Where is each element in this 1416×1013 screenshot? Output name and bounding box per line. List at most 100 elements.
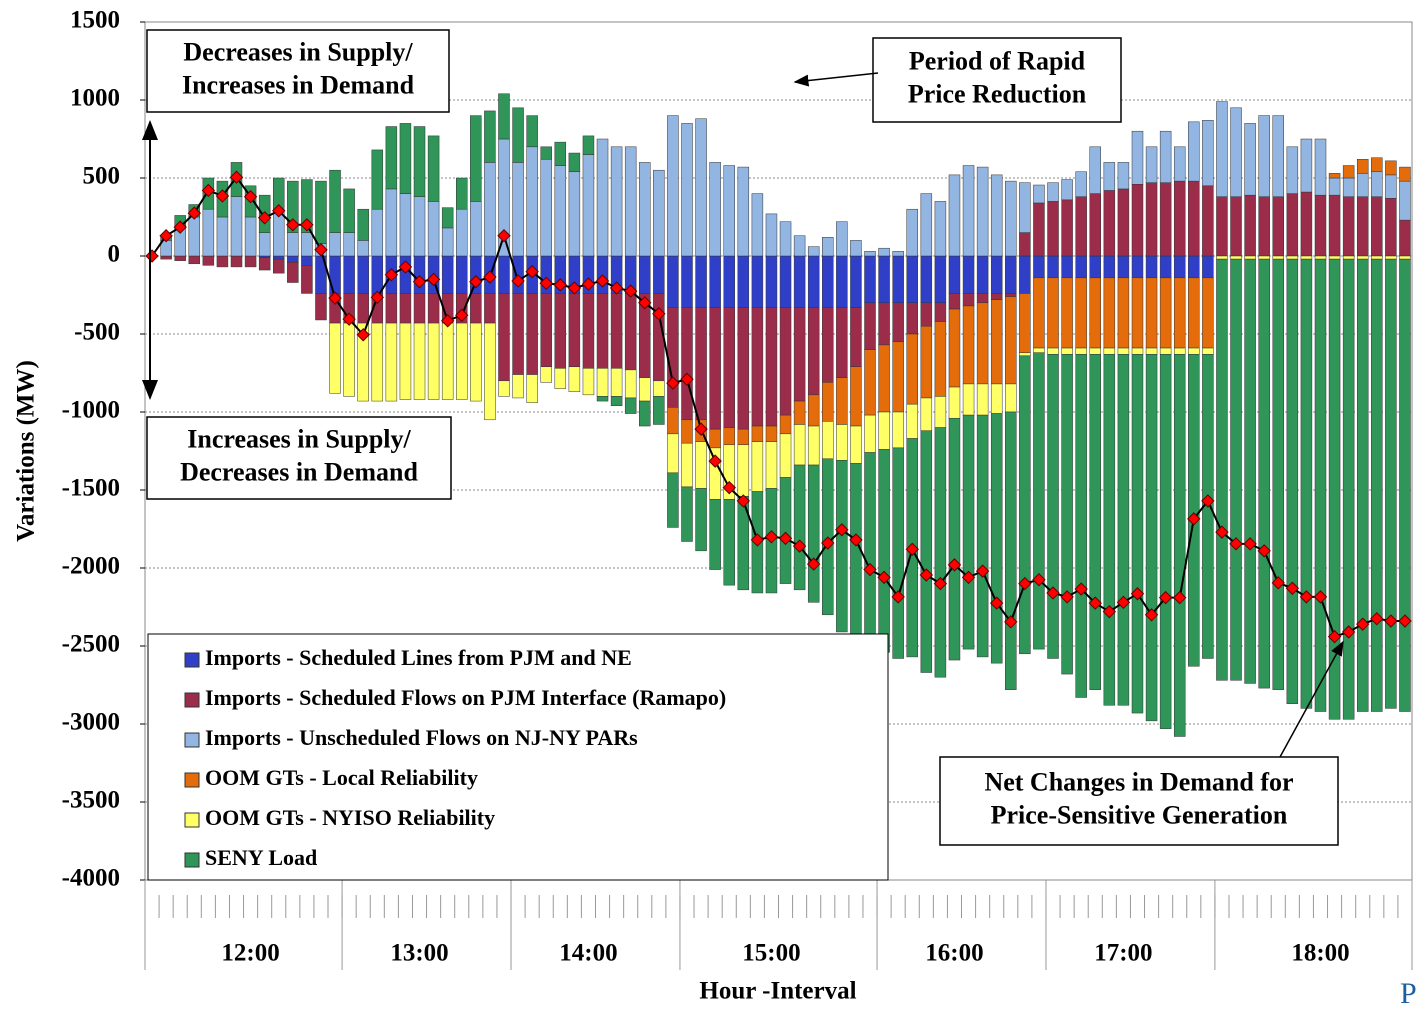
bar-segment [653,396,665,425]
bar-segment [709,162,721,257]
bar-segment [779,255,792,308]
bar-segment [568,171,581,257]
bar-segment [653,169,665,257]
bar-segment [681,486,693,542]
bar-segment [1033,202,1045,257]
bar-segment [329,169,341,233]
legend [147,633,889,881]
bar-segment [1061,255,1073,279]
bar-segment [779,221,792,257]
net-marker [891,590,905,604]
net-marker [356,328,370,342]
bar-segment [582,135,595,155]
bar-segment [850,240,862,257]
bar-segment [1019,255,1031,294]
legend-swatch [184,732,200,748]
bar-segment [1075,347,1087,355]
bar-segment [1230,258,1242,681]
bar-segment [484,293,496,324]
net-marker [1004,615,1018,629]
bar-segment [906,333,918,405]
bar-segment [709,307,721,430]
bar-segment [1300,138,1313,193]
bar-segment [681,123,693,257]
net-marker [272,204,286,218]
bar-segment [1047,347,1059,355]
net-marker [328,291,342,305]
bar-segment [1075,354,1087,698]
bar-segment [962,414,975,650]
bar-segment [906,255,918,304]
bar-segment [1188,354,1200,667]
net-marker [1356,617,1370,631]
bar-segment [582,154,595,257]
bar-segment [371,149,384,210]
bar-segment [1286,255,1299,260]
bar-segment [1089,193,1101,257]
y-tick-label: 500 [83,163,121,190]
bar-segment [1159,130,1172,183]
bar-segment [1202,120,1214,187]
bar-segment [948,308,961,388]
bar-segment [653,380,665,397]
bar-segment [357,322,369,402]
bar-segment [723,499,735,586]
bar-segment [624,397,637,414]
bar-segment [1159,277,1172,349]
bar-segment [751,193,764,257]
annotation-box [146,29,450,113]
bar-segment [343,255,355,294]
bar-segment [920,430,933,673]
bar-segment [822,307,834,383]
bar-segment [1033,255,1045,279]
bar-segment [1075,277,1087,349]
bar-segment [470,293,482,324]
bar-segment [1216,196,1228,257]
bar-segment [188,216,201,257]
bar-segment [343,232,355,257]
bar-segment [160,255,172,260]
bar-segment [1131,183,1144,257]
bar-segment [765,441,778,489]
bar-segment [1173,146,1186,182]
bar-segment [990,174,1003,257]
bar-segment [836,377,848,425]
bar-segment [836,221,848,257]
net-marker [666,376,680,390]
bar-segment [1244,258,1256,684]
bar-segment [737,428,750,446]
bar-segment [1399,255,1411,260]
net-marker [384,268,399,282]
bar-segment [1159,255,1172,279]
bar-segment [695,118,707,257]
bar-segment [864,255,876,304]
bar-segment [427,201,440,257]
bar-segment [836,307,848,378]
bar-segment [399,322,412,400]
legend-label: SENY Load [205,845,317,870]
bar-segment [793,255,806,308]
bar-segment [1103,162,1116,191]
bar-segment [695,441,707,489]
bar-segment [1356,196,1369,257]
bar-segment [723,165,735,257]
bar-segment [850,425,862,464]
bar-segment [1314,194,1327,257]
bar-segment [413,322,426,400]
bar-segment [1019,182,1031,233]
bar-segment [906,208,918,257]
bar-segment [948,255,961,294]
y-tick-label: 1000 [70,85,120,112]
net-marker [835,523,849,537]
bar-segment [892,251,904,257]
net-marker [440,314,455,328]
bar-segment [1117,255,1130,279]
bar-segment [653,255,665,294]
bar-segment [1230,255,1242,260]
net-marker [215,189,230,203]
bar-segment [357,208,369,241]
bar-segment [1145,146,1158,183]
net-marker [1046,586,1060,600]
bar-segment [1089,354,1101,690]
bar-segment [441,227,454,257]
